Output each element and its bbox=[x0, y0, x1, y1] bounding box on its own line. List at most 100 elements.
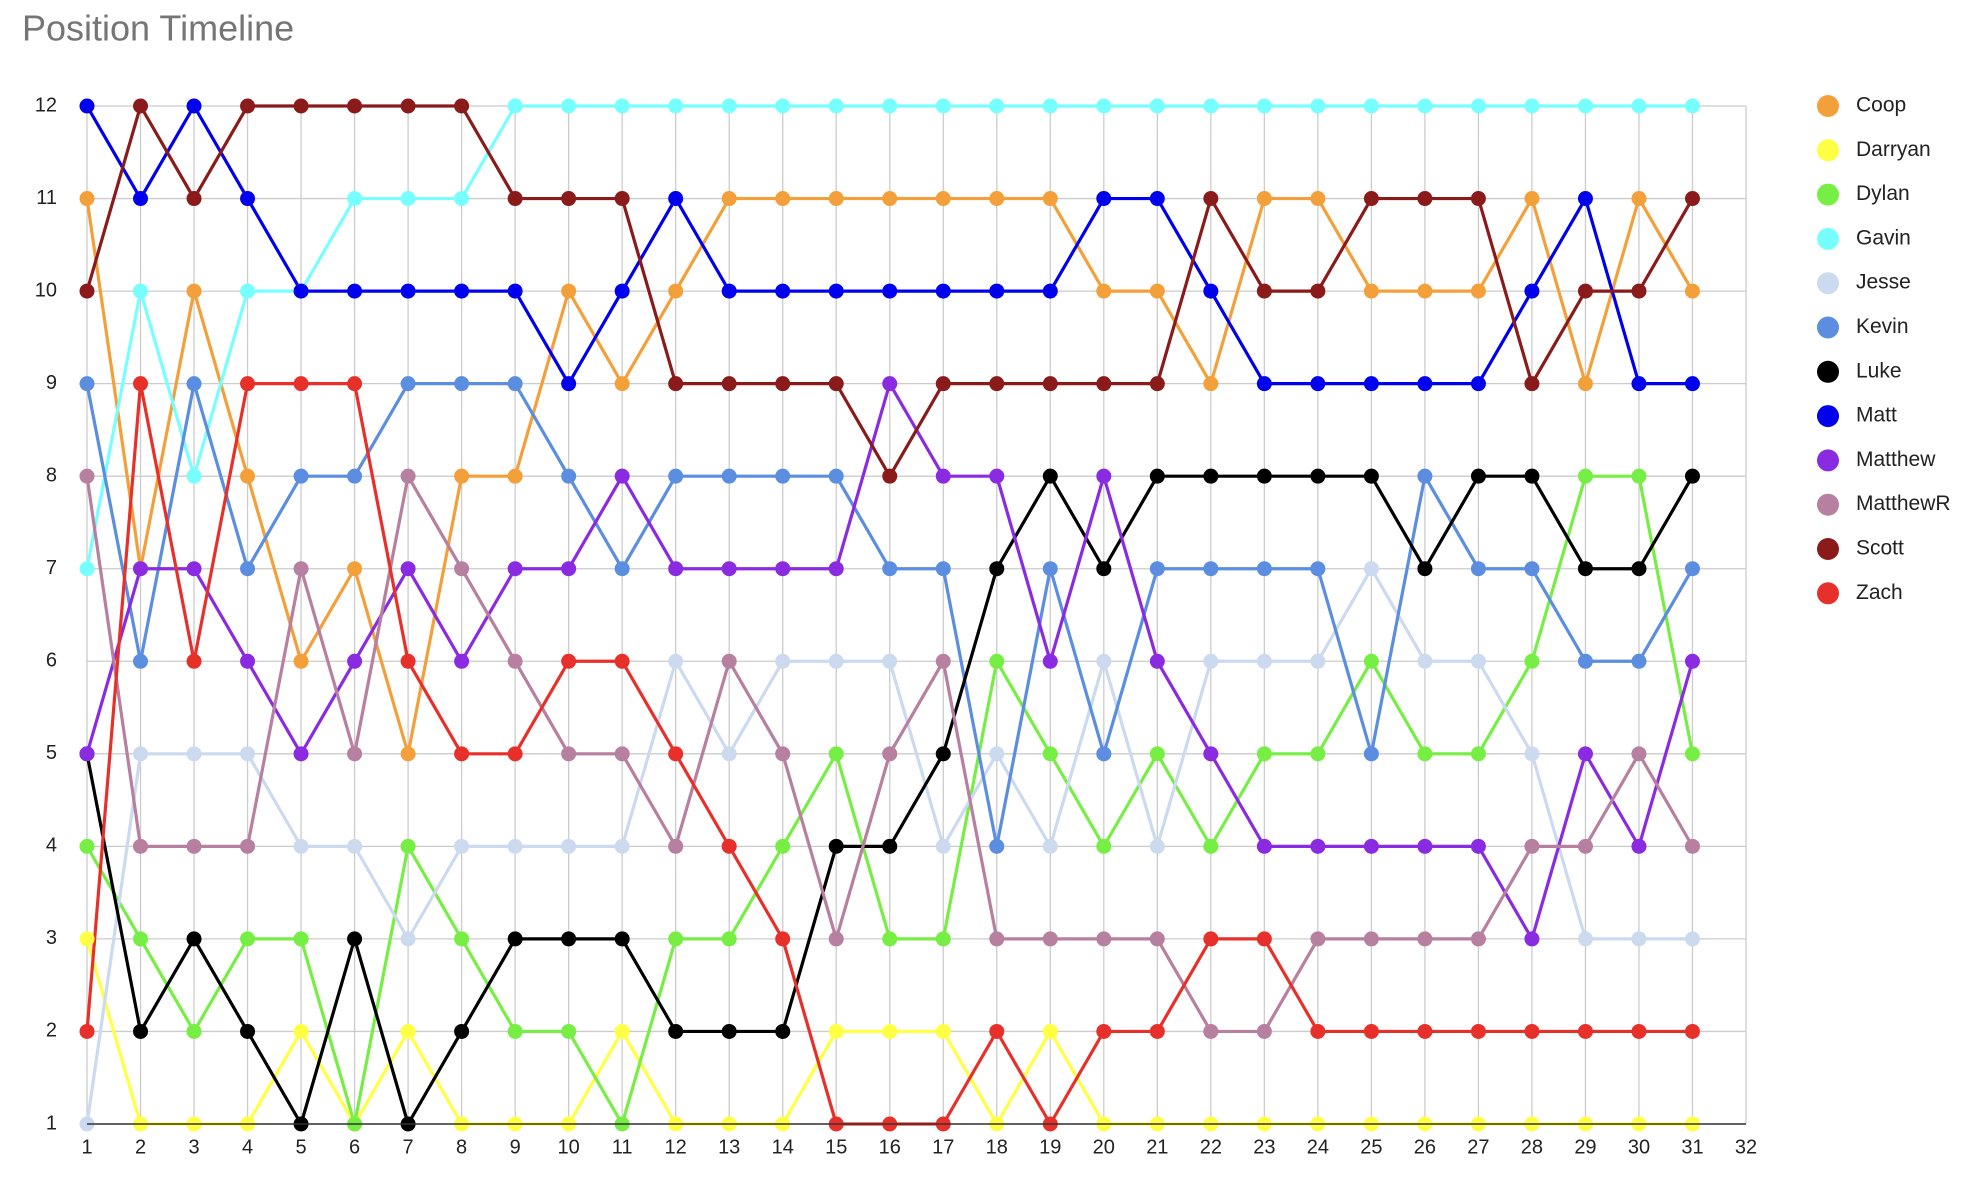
data-point bbox=[1149, 191, 1165, 207]
x-tick-label: 16 bbox=[879, 1136, 901, 1158]
data-point bbox=[614, 1023, 630, 1039]
data-point bbox=[882, 1023, 898, 1039]
data-point bbox=[240, 283, 256, 299]
data-point bbox=[935, 746, 951, 762]
data-point bbox=[1417, 838, 1433, 854]
data-point bbox=[1470, 653, 1486, 669]
data-point bbox=[1470, 561, 1486, 577]
data-point bbox=[400, 191, 416, 207]
y-tick-label: 9 bbox=[46, 372, 57, 394]
data-point bbox=[1042, 931, 1058, 947]
data-point bbox=[1684, 838, 1700, 854]
data-point bbox=[293, 561, 309, 577]
data-point bbox=[507, 468, 523, 484]
data-point bbox=[186, 98, 202, 114]
data-point bbox=[1310, 931, 1326, 947]
data-point bbox=[1524, 468, 1540, 484]
data-point bbox=[614, 191, 630, 207]
x-tick-label: 27 bbox=[1467, 1136, 1489, 1158]
data-point bbox=[293, 283, 309, 299]
x-tick-label: 11 bbox=[612, 1136, 633, 1158]
x-tick-label: 25 bbox=[1360, 1136, 1382, 1158]
data-point bbox=[882, 468, 898, 484]
legend: Coop Darryan Dylan Gavin Jesse Kevin Luke Matt M… bbox=[1817, 94, 1951, 605]
data-point bbox=[989, 653, 1005, 669]
data-point bbox=[293, 468, 309, 484]
data-point bbox=[882, 98, 898, 114]
y-tick-label: 10 bbox=[35, 279, 57, 301]
data-point bbox=[989, 1023, 1005, 1039]
data-point bbox=[1631, 283, 1647, 299]
data-point bbox=[721, 746, 737, 762]
y-tick-label: 7 bbox=[46, 557, 57, 579]
data-point bbox=[347, 98, 363, 114]
data-point bbox=[133, 931, 149, 947]
data-point bbox=[186, 653, 202, 669]
data-point bbox=[1256, 746, 1272, 762]
data-point bbox=[1470, 376, 1486, 392]
data-point bbox=[1577, 653, 1593, 669]
data-point bbox=[1417, 746, 1433, 762]
data-point bbox=[347, 283, 363, 299]
legend-label: Zach bbox=[1856, 581, 1903, 604]
data-point bbox=[1577, 561, 1593, 577]
data-point bbox=[1203, 191, 1219, 207]
x-tick-label: 14 bbox=[772, 1136, 794, 1158]
data-point bbox=[1524, 191, 1540, 207]
data-point bbox=[1417, 283, 1433, 299]
data-point bbox=[1096, 376, 1112, 392]
data-point bbox=[935, 561, 951, 577]
data-point bbox=[293, 931, 309, 947]
data-point bbox=[828, 191, 844, 207]
data-point bbox=[400, 746, 416, 762]
data-point bbox=[507, 98, 523, 114]
data-point bbox=[1524, 283, 1540, 299]
x-tick-label: 2 bbox=[135, 1136, 146, 1158]
data-point bbox=[1042, 561, 1058, 577]
data-point bbox=[1577, 931, 1593, 947]
data-point bbox=[240, 653, 256, 669]
data-point bbox=[1684, 468, 1700, 484]
data-point bbox=[1417, 653, 1433, 669]
data-point bbox=[614, 653, 630, 669]
x-tick-label: 12 bbox=[665, 1136, 687, 1158]
legend-label: Darryan bbox=[1856, 138, 1931, 161]
x-tick-label: 21 bbox=[1146, 1136, 1168, 1158]
data-point bbox=[668, 283, 684, 299]
data-point bbox=[133, 191, 149, 207]
data-point bbox=[133, 98, 149, 114]
data-point bbox=[1363, 931, 1379, 947]
data-point bbox=[507, 1023, 523, 1039]
data-point bbox=[1310, 561, 1326, 577]
data-point bbox=[240, 838, 256, 854]
data-point bbox=[935, 931, 951, 947]
data-point bbox=[1149, 746, 1165, 762]
data-point bbox=[1631, 838, 1647, 854]
data-point bbox=[1417, 98, 1433, 114]
data-point bbox=[1470, 746, 1486, 762]
legend-label: Jesse bbox=[1856, 271, 1911, 294]
data-point bbox=[1524, 98, 1540, 114]
data-point bbox=[1310, 376, 1326, 392]
data-point bbox=[775, 1023, 791, 1039]
legend-swatch bbox=[1817, 95, 1839, 117]
data-point bbox=[79, 98, 95, 114]
data-point bbox=[989, 376, 1005, 392]
data-point bbox=[454, 1023, 470, 1039]
y-tick-label: 6 bbox=[46, 650, 57, 672]
y-tick-label: 4 bbox=[46, 835, 57, 857]
data-point bbox=[721, 931, 737, 947]
data-point bbox=[347, 746, 363, 762]
data-point bbox=[1203, 561, 1219, 577]
x-tick-label: 23 bbox=[1253, 1136, 1275, 1158]
data-point bbox=[1042, 283, 1058, 299]
data-point bbox=[1577, 98, 1593, 114]
data-point bbox=[775, 653, 791, 669]
data-point bbox=[561, 283, 577, 299]
data-point bbox=[989, 746, 1005, 762]
legend-swatch bbox=[1817, 449, 1839, 472]
data-point bbox=[561, 376, 577, 392]
data-point bbox=[561, 1023, 577, 1039]
data-point bbox=[1310, 838, 1326, 854]
data-point bbox=[828, 838, 844, 854]
